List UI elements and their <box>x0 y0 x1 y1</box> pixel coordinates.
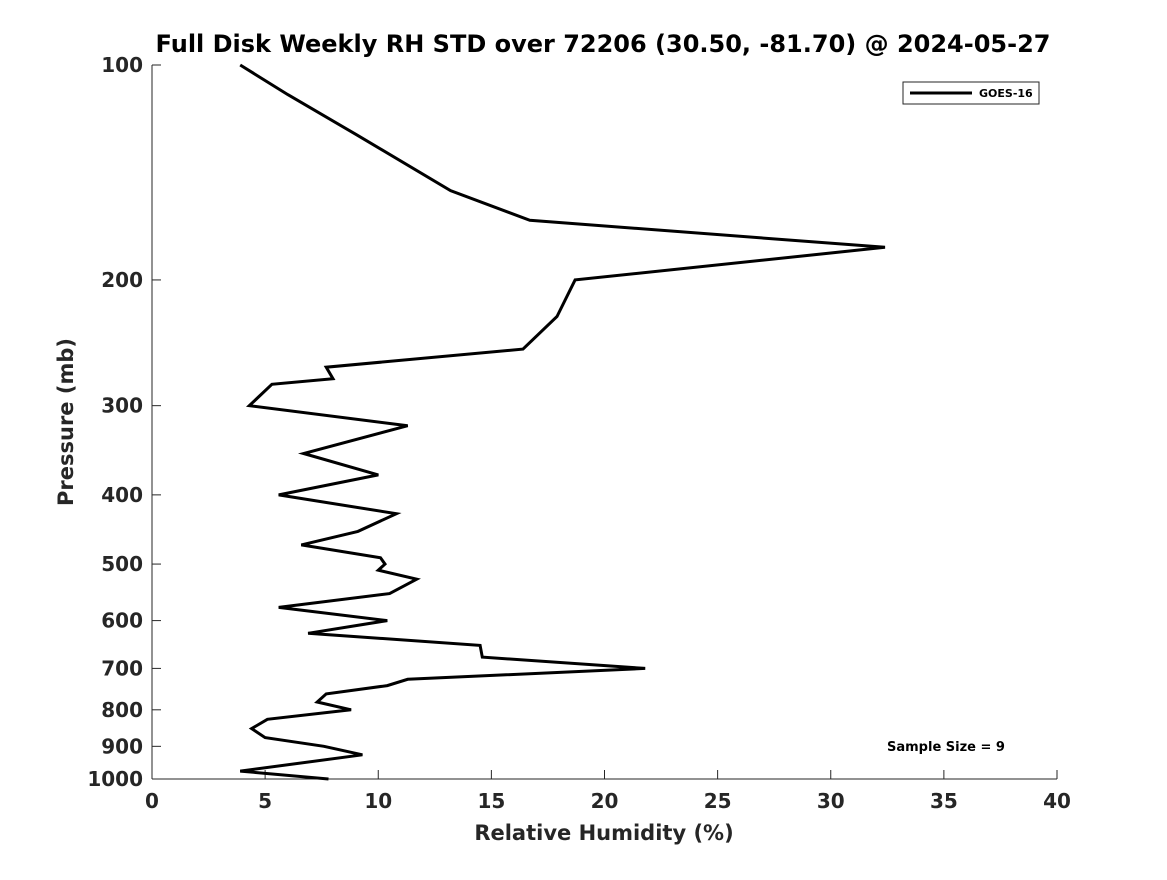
x-tick-label: 15 <box>477 789 505 813</box>
legend-label-goes-16: GOES-16 <box>979 87 1033 100</box>
y-tick-label: 200 <box>101 268 143 292</box>
x-tick-label: 5 <box>258 789 272 813</box>
y-tick-label: 700 <box>101 656 143 680</box>
x-axis-label: Relative Humidity (%) <box>474 821 733 845</box>
y-tick-label: 900 <box>101 734 143 758</box>
y-tick-label: 100 <box>101 53 143 77</box>
series-line-goes-16 <box>239 63 886 781</box>
chart-title: Full Disk Weekly RH STD over 72206 (30.5… <box>156 30 1051 58</box>
y-axis-ticks: 100 200 300 400 500 600 700 800 900 1000 <box>87 53 161 791</box>
x-tick-label: 0 <box>145 789 159 813</box>
x-tick-label: 10 <box>364 789 392 813</box>
y-tick-label: 300 <box>101 394 143 418</box>
x-axis-ticks: 0 5 10 15 20 25 30 35 40 <box>145 770 1071 813</box>
x-tick-label: 40 <box>1043 789 1071 813</box>
y-tick-label: 600 <box>101 609 143 633</box>
y-tick-label: 1000 <box>87 767 143 791</box>
y-axis-label: Pressure (mb) <box>54 338 78 506</box>
x-tick-label: 20 <box>591 789 619 813</box>
sample-size-annotation: Sample Size = 9 <box>887 740 1005 755</box>
x-tick-label: 25 <box>704 789 732 813</box>
series-layer <box>239 63 886 781</box>
x-tick-label: 35 <box>930 789 958 813</box>
y-tick-label: 500 <box>101 552 143 576</box>
legend: GOES-16 <box>902 81 1040 105</box>
x-tick-label: 30 <box>817 789 845 813</box>
y-tick-label: 800 <box>101 698 143 722</box>
y-tick-label: 400 <box>101 483 143 507</box>
